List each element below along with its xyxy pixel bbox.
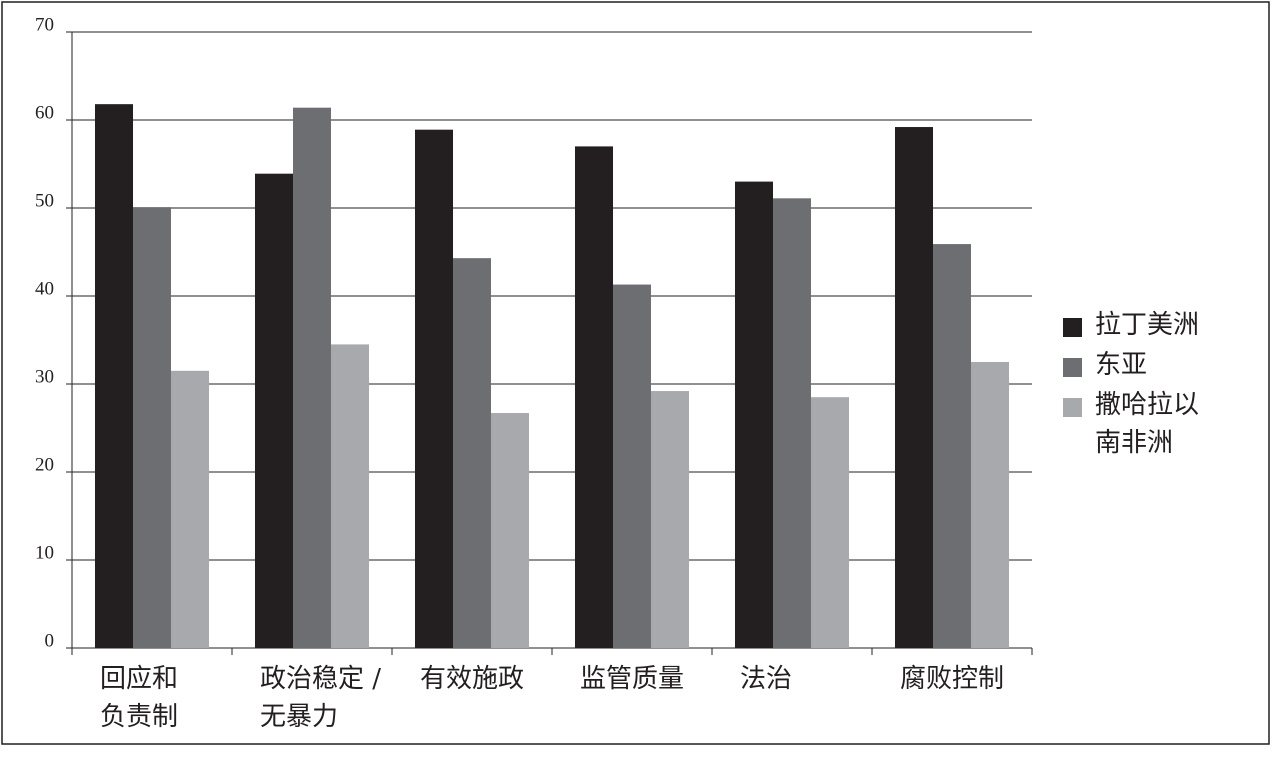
legend-swatch: [1063, 318, 1082, 337]
bar: [331, 344, 369, 648]
bar: [811, 397, 849, 648]
bar: [415, 129, 453, 648]
bar: [895, 127, 933, 649]
legend-swatch: [1063, 398, 1082, 417]
y-tick-label: 20: [35, 454, 54, 475]
bar: [293, 107, 331, 649]
x-tick-label: 法治: [740, 664, 793, 694]
bar: [933, 244, 971, 648]
y-tick-label: 40: [35, 278, 54, 299]
frame: [1, 1, 1270, 745]
legend-label: 拉丁美洲: [1095, 310, 1200, 340]
bar: [255, 173, 293, 648]
bar: [171, 370, 209, 648]
bar: [773, 198, 811, 648]
bar: [735, 181, 773, 648]
y-tick-label: 10: [35, 542, 54, 563]
bar: [453, 258, 491, 648]
bar: [491, 413, 529, 648]
bar: [575, 146, 613, 648]
y-tick-label: 60: [35, 102, 54, 123]
bar: [971, 362, 1009, 648]
bar: [95, 104, 133, 648]
bar: [133, 207, 171, 648]
legend-label: 东亚: [1095, 350, 1148, 380]
y-tick-label: 30: [35, 366, 54, 387]
x-tick-label: 回应和 负责制: [100, 664, 179, 732]
x-tick-label: 监管质量: [580, 664, 685, 694]
legend-swatch: [1063, 358, 1082, 377]
bar: [613, 284, 651, 648]
bar: [651, 391, 689, 648]
y-tick-label: 0: [45, 630, 55, 651]
x-tick-label: 有效施政: [420, 664, 525, 694]
legend-label: 撒哈拉以 南非洲: [1095, 390, 1200, 458]
y-tick-label: 50: [35, 190, 54, 211]
x-tick-label: 政治稳定 / 无暴力: [260, 664, 382, 732]
y-tick-label: 70: [35, 14, 54, 35]
x-tick-label: 腐败控制: [900, 664, 1005, 694]
